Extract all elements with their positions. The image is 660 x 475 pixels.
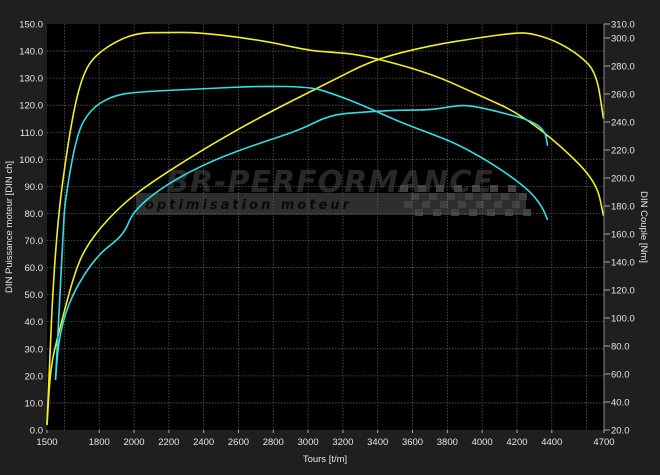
checker-square xyxy=(422,201,430,208)
checker-square xyxy=(458,201,466,208)
checkered-flag-icon xyxy=(400,185,531,216)
checker-square xyxy=(436,185,444,192)
checker-square xyxy=(512,201,520,208)
y-right-tick-label: 260.0 xyxy=(611,90,635,101)
checker-square xyxy=(501,193,509,200)
checker-square xyxy=(505,209,513,216)
x-tick-label: 4400 xyxy=(541,437,562,448)
y-right-tick-label: 80.0 xyxy=(611,342,630,353)
y-right-tick-label: 100.0 xyxy=(611,314,635,325)
watermark-logo: BR-PERFORMANCE optimisation moteur xyxy=(136,165,531,216)
y-right-tick-label: 180.0 xyxy=(611,202,635,213)
checker-square xyxy=(454,185,462,192)
checker-square xyxy=(519,193,527,200)
x-tick-label: 4000 xyxy=(472,437,493,448)
y-right-tick-label: 20.0 xyxy=(611,426,630,437)
y-right-tick-label: 200.0 xyxy=(611,174,635,185)
y-axis-right-label: DIN Couple [Nm] xyxy=(638,191,649,263)
checker-square xyxy=(469,209,477,216)
checker-square xyxy=(400,185,408,192)
checker-square xyxy=(447,193,455,200)
y-left-tick-label: 130.0 xyxy=(19,74,43,85)
checker-square xyxy=(476,201,484,208)
checker-square xyxy=(483,193,491,200)
x-tick-label: 1800 xyxy=(89,437,110,448)
y-left-tick-label: 20.0 xyxy=(25,371,44,382)
series-group xyxy=(46,31,605,426)
y-left-tick-label: 30.0 xyxy=(25,344,44,355)
x-tick-label: 2400 xyxy=(193,437,214,448)
x-tick-label: 3800 xyxy=(437,437,458,448)
checker-square xyxy=(418,185,426,192)
y-left-tick-label: 120.0 xyxy=(19,101,43,112)
x-tick-label: 2000 xyxy=(123,437,144,448)
y-left-tick-label: 80.0 xyxy=(25,209,44,220)
y-left-tick-label: 70.0 xyxy=(25,236,44,247)
y-left-tick-label: 140.0 xyxy=(19,47,43,58)
x-tick-label: 3400 xyxy=(367,437,388,448)
y-left-tick-label: 50.0 xyxy=(25,290,44,301)
checker-square xyxy=(429,193,437,200)
y-right-tick-label: 280.0 xyxy=(611,62,635,73)
checker-square xyxy=(411,193,419,200)
checker-square xyxy=(508,185,516,192)
y-left-tick-label: 150.0 xyxy=(19,20,43,31)
checker-square xyxy=(494,201,502,208)
x-tick-label: 2800 xyxy=(263,437,284,448)
y-right-tick-label: 120.0 xyxy=(611,286,635,297)
x-tick-label: 2600 xyxy=(228,437,249,448)
y-left-tick-label: 100.0 xyxy=(19,155,43,166)
y-left-tick-label: 90.0 xyxy=(25,182,44,193)
x-tick-label: 2200 xyxy=(158,437,179,448)
x-tick-label: 4200 xyxy=(506,437,527,448)
checker-square xyxy=(487,209,495,216)
x-tick-label: 4700 xyxy=(593,437,614,448)
checker-square xyxy=(415,209,423,216)
y-left-tick-label: 110.0 xyxy=(20,128,43,139)
series-line-power-0 xyxy=(46,32,605,426)
checker-square xyxy=(451,209,459,216)
y-left-tick-label: 60.0 xyxy=(25,263,44,274)
y-right-tick-label: 40.0 xyxy=(611,398,630,409)
y-right-tick-label: 160.0 xyxy=(611,230,635,241)
checker-square xyxy=(440,201,448,208)
x-tick-label: 3200 xyxy=(332,437,353,448)
checker-square xyxy=(465,193,473,200)
checker-square xyxy=(404,201,412,208)
series-line-torque-3 xyxy=(54,85,549,381)
y-left-tick-label: 10.0 xyxy=(25,398,44,409)
x-tick-label: 3000 xyxy=(298,437,319,448)
checker-square xyxy=(433,209,441,216)
y-right-tick-label: 60.0 xyxy=(611,370,630,381)
y-right-tick-label: 140.0 xyxy=(611,258,635,269)
watermark-tagline: optimisation moteur xyxy=(145,198,352,213)
y-right-tick-label: 220.0 xyxy=(611,146,635,157)
y-left-tick-label: 0.0 xyxy=(30,426,43,437)
series-line-torque-1 xyxy=(46,31,605,425)
y-right-tick-label: 240.0 xyxy=(611,118,635,129)
y-right-tick-label: 300.0 xyxy=(611,34,635,45)
checker-square xyxy=(523,209,531,216)
x-tick-label: 3600 xyxy=(402,437,423,448)
checker-square xyxy=(472,185,480,192)
axes: 1500 1800 2000 2200 2400 2600 2800 3000 3200 3400… xyxy=(19,20,635,449)
y-axis-left-label: DIN Puissance moteur [DIN ch] xyxy=(4,161,15,293)
y-right-tick-label: 310.0 xyxy=(611,20,635,31)
checker-square xyxy=(490,185,498,192)
series-line-power-2 xyxy=(54,104,549,380)
x-axis-label: Tours [t/m] xyxy=(303,454,347,465)
x-tick-label: 1500 xyxy=(36,437,57,448)
y-left-tick-label: 40.0 xyxy=(25,317,44,328)
